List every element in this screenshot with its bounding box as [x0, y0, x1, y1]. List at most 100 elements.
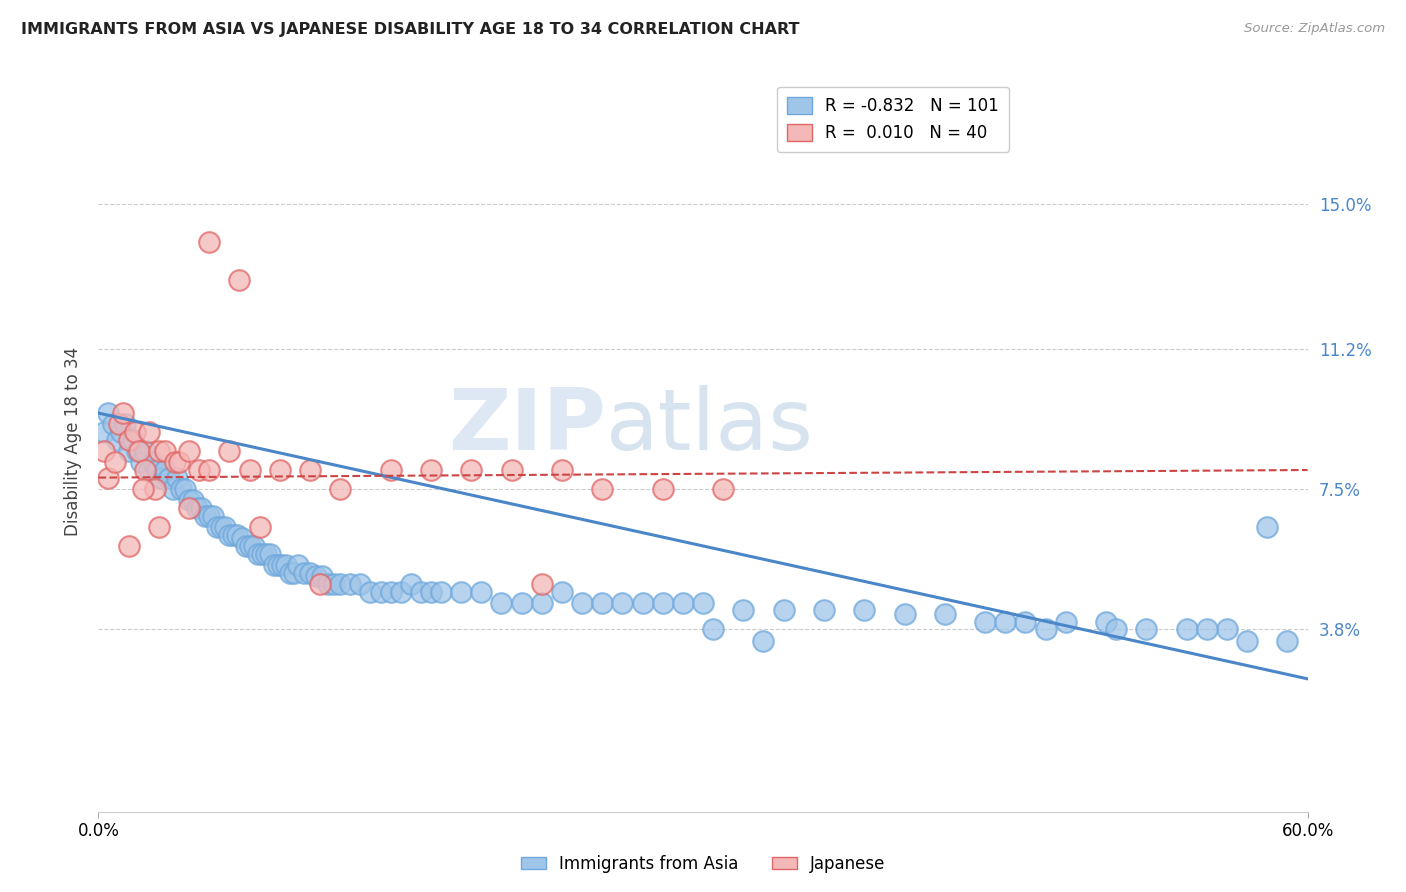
Point — [239, 539, 262, 553]
Point — [772, 603, 794, 617]
Point — [222, 527, 245, 541]
Point — [250, 547, 273, 561]
Point — [510, 596, 533, 610]
Point — [124, 425, 146, 439]
Point — [181, 493, 204, 508]
Point — [1256, 520, 1278, 534]
Point — [228, 273, 250, 287]
Point — [591, 596, 613, 610]
Point — [97, 406, 120, 420]
Point — [994, 615, 1017, 629]
Point — [733, 603, 755, 617]
Point — [380, 584, 402, 599]
Point — [450, 584, 472, 599]
Point — [231, 532, 253, 546]
Point — [179, 500, 201, 515]
Point — [138, 425, 160, 439]
Point — [491, 596, 513, 610]
Point — [974, 615, 997, 629]
Point — [170, 482, 193, 496]
Point — [110, 425, 132, 439]
Point — [114, 417, 136, 432]
Point — [118, 539, 141, 553]
Point — [389, 584, 412, 599]
Point — [651, 596, 673, 610]
Point — [93, 425, 115, 439]
Point — [278, 566, 301, 580]
Legend: Immigrants from Asia, Japanese: Immigrants from Asia, Japanese — [515, 848, 891, 880]
Point — [430, 584, 453, 599]
Point — [101, 417, 124, 432]
Point — [174, 482, 197, 496]
Point — [235, 539, 257, 553]
Point — [370, 584, 392, 599]
Point — [153, 463, 176, 477]
Point — [111, 406, 134, 420]
Point — [142, 455, 165, 469]
Point — [1135, 623, 1157, 637]
Point — [118, 433, 141, 447]
Point — [97, 470, 120, 484]
Point — [209, 520, 232, 534]
Point — [893, 607, 915, 622]
Point — [146, 463, 169, 477]
Point — [752, 633, 775, 648]
Point — [121, 433, 143, 447]
Point — [934, 607, 956, 622]
Point — [93, 444, 115, 458]
Point — [163, 455, 186, 469]
Point — [129, 455, 152, 469]
Point — [186, 500, 208, 515]
Point — [267, 558, 290, 572]
Point — [207, 520, 229, 534]
Point — [194, 508, 217, 523]
Point — [299, 463, 322, 477]
Point — [323, 577, 346, 591]
Point — [125, 444, 148, 458]
Text: IMMIGRANTS FROM ASIA VS JAPANESE DISABILITY AGE 18 TO 34 CORRELATION CHART: IMMIGRANTS FROM ASIA VS JAPANESE DISABIL… — [21, 22, 800, 37]
Point — [128, 444, 150, 458]
Point — [274, 558, 297, 572]
Point — [263, 558, 285, 572]
Point — [270, 558, 292, 572]
Point — [167, 455, 190, 469]
Point — [269, 463, 291, 477]
Point — [153, 444, 176, 458]
Point — [179, 444, 201, 458]
Point — [254, 547, 277, 561]
Point — [157, 470, 180, 484]
Point — [853, 603, 876, 617]
Point — [259, 547, 281, 561]
Point — [409, 584, 432, 599]
Point — [242, 539, 264, 553]
Point — [1216, 623, 1239, 637]
Point — [702, 623, 724, 637]
Point — [198, 463, 221, 477]
Point — [360, 584, 382, 599]
Point — [420, 463, 443, 477]
Point — [380, 463, 402, 477]
Point — [107, 417, 129, 432]
Legend: R = -0.832   N = 101, R =  0.010   N = 40: R = -0.832 N = 101, R = 0.010 N = 40 — [778, 87, 1010, 152]
Y-axis label: Disability Age 18 to 34: Disability Age 18 to 34 — [63, 347, 82, 536]
Point — [299, 566, 322, 580]
Point — [287, 558, 309, 572]
Point — [134, 463, 156, 477]
Point — [339, 577, 361, 591]
Point — [711, 482, 734, 496]
Point — [399, 577, 422, 591]
Point — [692, 596, 714, 610]
Point — [311, 569, 333, 583]
Point — [349, 577, 371, 591]
Point — [672, 596, 695, 610]
Text: ZIP: ZIP — [449, 385, 606, 468]
Point — [198, 235, 221, 250]
Point — [420, 584, 443, 599]
Point — [530, 596, 553, 610]
Point — [202, 508, 225, 523]
Point — [239, 463, 262, 477]
Point — [190, 500, 212, 515]
Point — [551, 463, 574, 477]
Point — [162, 482, 184, 496]
Point — [249, 520, 271, 534]
